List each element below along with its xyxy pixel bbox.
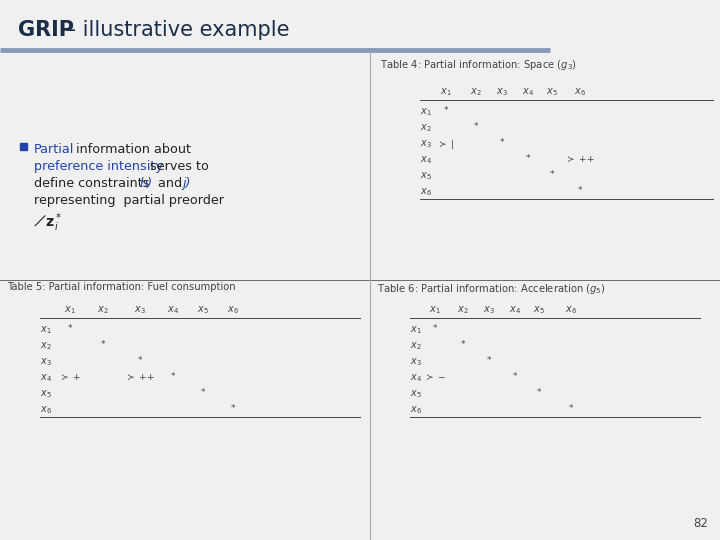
Text: *: * [569,404,573,413]
Text: Table 5: Partial information: Fuel consumption: Table 5: Partial information: Fuel consu… [7,282,235,292]
Text: $x_4$: $x_4$ [522,86,534,98]
Text: $x_1$: $x_1$ [410,324,422,336]
Text: $x_6$: $x_6$ [410,404,422,416]
Text: j): j) [182,177,191,190]
Text: *: * [138,356,143,365]
Text: $\succ$ −: $\succ$ − [424,372,446,382]
Text: $x_3$: $x_3$ [496,86,508,98]
Text: $\succ$ +: $\succ$ + [59,372,81,382]
Text: $x_2$: $x_2$ [97,304,109,316]
Text: *: * [487,356,491,365]
Text: $x_2$: $x_2$ [457,304,469,316]
Text: $x_4$: $x_4$ [410,372,422,384]
Text: $x_4$: $x_4$ [167,304,179,316]
Text: $x_6$: $x_6$ [40,404,52,416]
Text: $\succ$ ++: $\succ$ ++ [565,154,595,164]
Text: *: * [461,340,465,349]
Text: GRIP: GRIP [18,20,74,40]
Text: and: and [154,177,186,190]
Text: *: * [101,340,105,349]
Text: – illustrative example: – illustrative example [59,20,289,40]
Text: *: * [201,388,205,397]
Text: $x_5$: $x_5$ [546,86,558,98]
Text: information about: information about [72,143,191,156]
Text: $x_1$: $x_1$ [420,106,431,118]
Text: Partial: Partial [34,143,74,156]
Text: *: * [536,388,541,397]
Text: *: * [433,324,437,333]
Text: $x_6$: $x_6$ [565,304,577,316]
Text: $x_6$: $x_6$ [574,86,586,98]
Text: $x_3$: $x_3$ [410,356,422,368]
Text: *: * [474,122,478,131]
Text: $x_4$: $x_4$ [420,154,432,166]
Text: $x_5$: $x_5$ [410,388,422,400]
Text: *: * [577,186,582,195]
Text: $x_5$: $x_5$ [533,304,545,316]
Text: $\succ$ ++: $\succ$ ++ [125,372,155,382]
Text: $x_5$: $x_5$ [40,388,52,400]
Text: $x_1$: $x_1$ [40,324,52,336]
Text: preference intensity: preference intensity [34,160,163,173]
Text: $x_4$: $x_4$ [509,304,521,316]
Text: *: * [550,170,554,179]
Text: representing  partial preorder: representing partial preorder [34,194,224,207]
Text: $x_6$: $x_6$ [420,186,432,198]
Text: *: * [513,372,517,381]
Text: define constraints: define constraints [34,177,153,190]
Text: Table 4: Partial information: Space ($g_3$): Table 4: Partial information: Space ($g_… [380,58,577,72]
Bar [20,143,27,150]
Text: $x_2$: $x_2$ [410,340,422,352]
Text: $x_1$: $x_1$ [429,304,441,316]
Text: *: * [526,154,530,163]
Text: $x_1$: $x_1$ [64,304,76,316]
Text: *: * [444,106,449,115]
Text: $x_3$: $x_3$ [483,304,495,316]
Text: serves to: serves to [146,160,209,173]
Text: $x_6$: $x_6$ [227,304,239,316]
Text: h): h) [140,177,153,190]
Text: $x_5$: $x_5$ [420,170,432,182]
Text: *: * [68,324,72,333]
Text: $x_2$: $x_2$ [420,122,431,134]
Text: $x_3$: $x_3$ [134,304,146,316]
Text: $x_4$: $x_4$ [40,372,52,384]
Text: $x_2$: $x_2$ [40,340,52,352]
Text: $\mathbf{\not{z}}_i^*$: $\mathbf{\not{z}}_i^*$ [34,211,63,234]
Text: $\succ$ |: $\succ$ | [437,138,455,151]
Text: *: * [171,372,175,381]
Text: 82: 82 [693,517,708,530]
Text: Table 6: Partial information: Acceleration ($g_5$): Table 6: Partial information: Accelerati… [377,282,606,296]
Text: $x_1$: $x_1$ [440,86,452,98]
Text: $x_3$: $x_3$ [40,356,52,368]
Text: $x_3$: $x_3$ [420,138,432,150]
Text: *: * [500,138,504,147]
Text: $x_5$: $x_5$ [197,304,209,316]
Text: $x_2$: $x_2$ [470,86,482,98]
Text: *: * [230,404,235,413]
